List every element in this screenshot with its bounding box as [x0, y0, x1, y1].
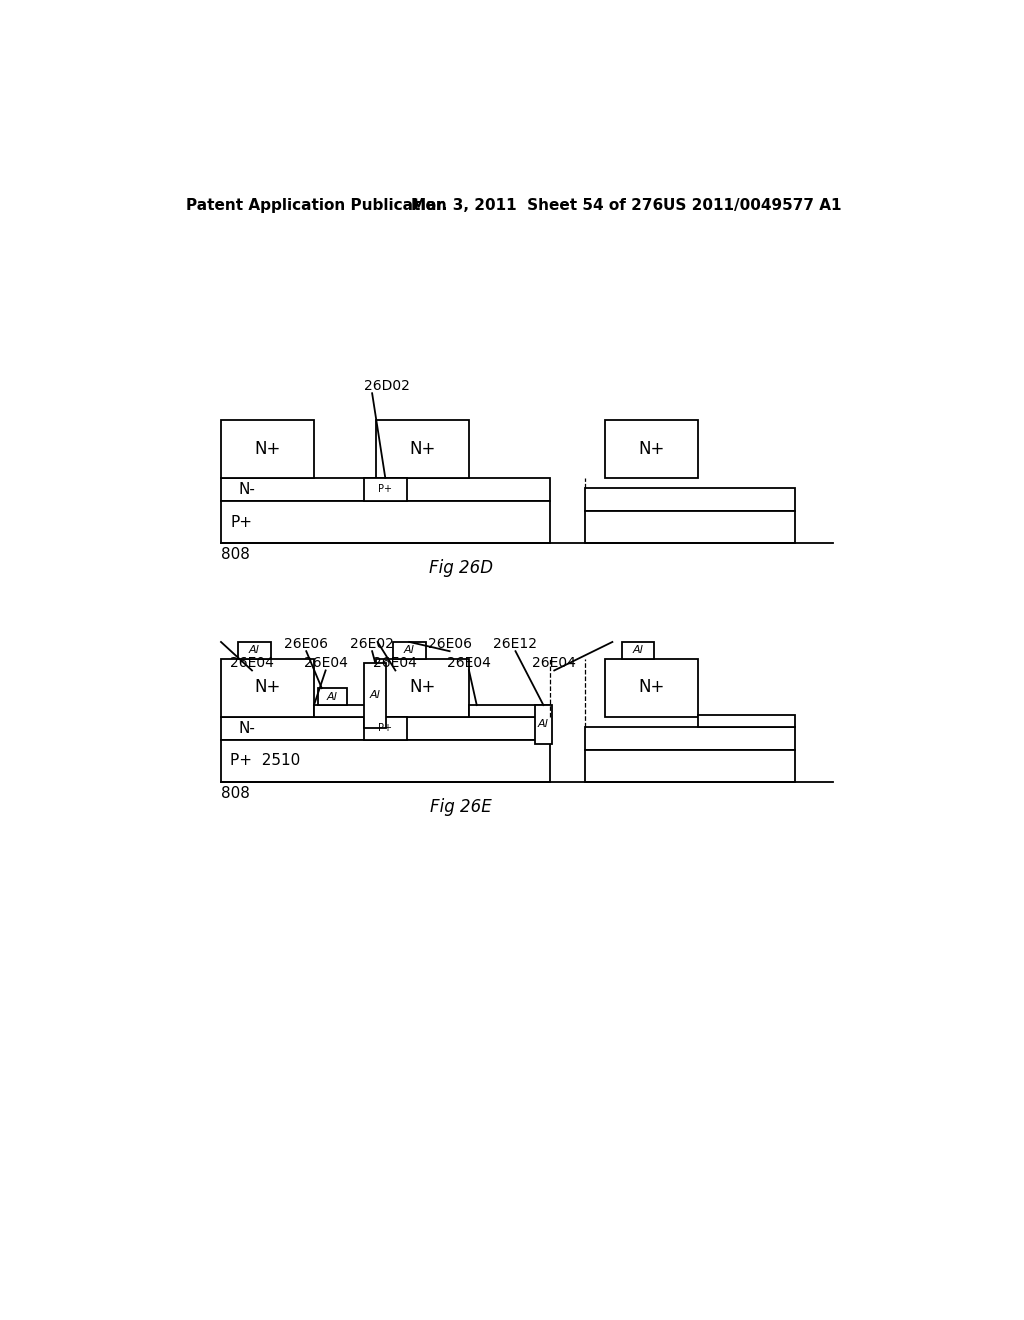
Text: 26E04: 26E04 [447, 656, 490, 671]
Text: P+: P+ [230, 515, 252, 529]
Bar [586, 488, 795, 511]
Text: N+: N+ [638, 440, 665, 458]
Text: N-: N- [238, 721, 255, 735]
Bar [622, 642, 654, 659]
Text: 26E04: 26E04 [304, 656, 347, 671]
Bar [586, 511, 795, 544]
Text: N+: N+ [254, 440, 281, 458]
Text: Patent Application Publication: Patent Application Publication [186, 198, 446, 214]
Text: P+: P+ [378, 723, 392, 733]
Bar [586, 750, 795, 781]
Text: N+: N+ [410, 440, 435, 458]
Bar [221, 502, 550, 544]
Bar [697, 715, 795, 726]
Text: Al: Al [327, 692, 337, 702]
Text: 26E04: 26E04 [374, 656, 418, 671]
Text: Fig 26E: Fig 26E [430, 797, 493, 816]
Text: Mar. 3, 2011  Sheet 54 of 276: Mar. 3, 2011 Sheet 54 of 276 [411, 198, 664, 214]
Text: Al: Al [249, 645, 260, 656]
Text: P+: P+ [378, 484, 392, 495]
Bar [221, 659, 314, 717]
Bar [376, 420, 469, 478]
Text: N-: N- [238, 482, 255, 498]
Bar [376, 659, 469, 717]
Text: Al: Al [538, 719, 549, 730]
Bar [365, 663, 386, 729]
Bar [586, 726, 795, 750]
Bar [221, 420, 314, 478]
Text: 808: 808 [221, 548, 250, 562]
Bar [317, 688, 346, 705]
Text: 26E06: 26E06 [428, 638, 472, 651]
Text: 26E06: 26E06 [285, 638, 329, 651]
Text: 26E04: 26E04 [532, 656, 577, 671]
Bar [365, 478, 407, 502]
Bar [604, 659, 697, 717]
Bar [314, 705, 376, 717]
Text: N+: N+ [410, 678, 435, 697]
Bar [469, 705, 550, 717]
Text: US 2011/0049577 A1: US 2011/0049577 A1 [663, 198, 842, 214]
Bar [238, 642, 270, 659]
Text: 808: 808 [221, 785, 250, 801]
Text: 26E12: 26E12 [494, 638, 538, 651]
Bar [535, 705, 552, 743]
Text: N+: N+ [254, 678, 281, 697]
Text: 26E04: 26E04 [230, 656, 274, 671]
Text: 26D02: 26D02 [365, 379, 411, 393]
Bar [365, 717, 407, 739]
Text: N+: N+ [638, 678, 665, 697]
Bar [221, 739, 550, 781]
Text: Al: Al [370, 690, 381, 700]
Text: Al: Al [403, 645, 415, 656]
Bar [393, 642, 426, 659]
Text: P+  2510: P+ 2510 [230, 754, 301, 768]
Text: Fig 26D: Fig 26D [429, 558, 494, 577]
Text: Al: Al [633, 645, 643, 656]
Bar [604, 420, 697, 478]
Bar [221, 717, 550, 739]
Bar [221, 478, 550, 502]
Text: 26E02: 26E02 [350, 638, 394, 651]
